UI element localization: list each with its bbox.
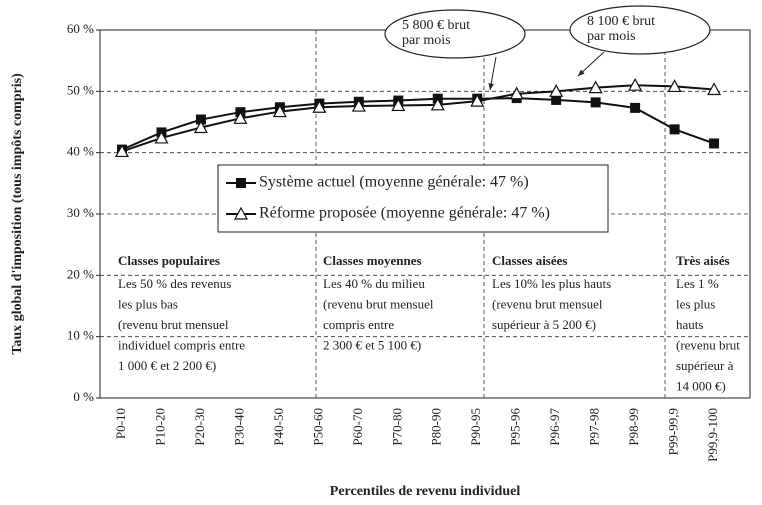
class-text: (revenu brut mensuel	[118, 317, 229, 332]
class-text: Les 40 % du milieu	[323, 276, 425, 291]
x-tick-label: P90-95	[468, 408, 483, 446]
point	[590, 97, 601, 108]
point	[509, 86, 524, 100]
class-title: Très aisés	[676, 253, 730, 268]
class-text: individuel compris entre	[118, 337, 245, 352]
series-line	[121, 84, 715, 153]
x-tick-label: P95-96	[508, 408, 523, 446]
class-title: Classes aisées	[492, 253, 567, 268]
x-tick-label: P98-99	[626, 408, 641, 446]
point	[193, 120, 208, 134]
class-title: Classes populaires	[118, 253, 220, 268]
x-tick-label: P0-10	[113, 408, 128, 439]
class-text: (revenu brut mensuel	[323, 296, 434, 311]
class-text: Les 50 % des revenus	[118, 276, 231, 291]
x-tick-label: P99,9-100	[705, 408, 720, 462]
class-text: supérieur à 5 200 €)	[492, 317, 596, 332]
point	[154, 130, 169, 144]
y-tick-label: 0 %	[73, 389, 94, 404]
annotation: par mois	[587, 29, 636, 44]
y-axis-label: Taux global d'imposition (tous impôts co…	[10, 73, 25, 355]
x-tick-label: P10-20	[152, 408, 167, 446]
point	[195, 114, 206, 125]
class-text: supérieur à	[676, 358, 734, 373]
point	[707, 82, 722, 96]
class-text: compris entre	[323, 317, 394, 332]
legend	[217, 164, 609, 233]
y-tick-label: 30 %	[67, 205, 94, 220]
point	[630, 102, 641, 113]
point	[669, 124, 680, 135]
x-axis-label: Percentiles de revenu individuel	[330, 484, 521, 499]
point	[351, 98, 366, 112]
x-tick-label: P50-60	[310, 408, 325, 446]
x-tick-label: P80-90	[429, 408, 444, 446]
class-text: 14 000 €)	[676, 378, 726, 393]
callout	[569, 5, 711, 55]
point	[551, 94, 562, 105]
point	[549, 84, 564, 97]
y-tick-label: 40 %	[67, 144, 94, 159]
class-text: 1 000 € et 2 200 €)	[118, 358, 216, 373]
point	[667, 79, 682, 93]
series-line	[121, 97, 715, 151]
legend-marker	[233, 206, 249, 220]
point	[391, 98, 406, 112]
y-tick-label: 50 %	[67, 82, 94, 97]
x-tick-label: P99-99,9	[666, 408, 681, 455]
class-text: hauts	[676, 317, 703, 332]
point	[470, 93, 485, 107]
class-text: Les 10% les plus hauts	[492, 276, 611, 291]
y-tick-label: 10 %	[67, 328, 94, 343]
class-text: 2 300 € et 5 100 €)	[323, 337, 421, 352]
callout-arrowhead	[578, 69, 585, 76]
legend-label: Système actuel (moyenne générale: 47 %)	[259, 174, 529, 191]
class-text: (revenu brut mensuel	[492, 296, 603, 311]
x-tick-label: P70-80	[389, 408, 404, 446]
point	[114, 144, 130, 158]
annotation: 8 100 € brut	[587, 14, 655, 29]
y-tick-label: 60 %	[67, 21, 94, 36]
class-text: les plus bas	[118, 296, 178, 311]
class-text: (revenu brut	[676, 337, 740, 352]
class-text: Les 1 %	[676, 276, 719, 291]
x-tick-label: P30-40	[231, 408, 246, 446]
point	[628, 77, 643, 91]
class-title: Classes moyennes	[323, 253, 422, 268]
callout-arrowhead	[488, 83, 494, 90]
class-text: les plus	[676, 296, 715, 311]
x-tick-label: P20-30	[192, 408, 207, 446]
x-tick-label: P40-50	[271, 408, 286, 446]
x-tick-label: P96-97	[547, 408, 562, 446]
annotation: par mois	[402, 33, 451, 48]
x-tick-label: P60-70	[350, 408, 365, 446]
point	[588, 80, 603, 94]
callout	[384, 9, 526, 59]
legend-marker	[236, 178, 246, 188]
annotation: 5 800 € brut	[402, 18, 470, 33]
x-tick-label: P97-98	[587, 408, 602, 446]
point	[272, 104, 287, 118]
point	[312, 100, 327, 113]
legend-label: Réforme proposée (moyenne générale: 47 %…	[259, 205, 550, 222]
point	[709, 138, 720, 149]
point	[233, 111, 248, 124]
y-tick-label: 20 %	[67, 266, 94, 281]
point	[430, 97, 445, 111]
